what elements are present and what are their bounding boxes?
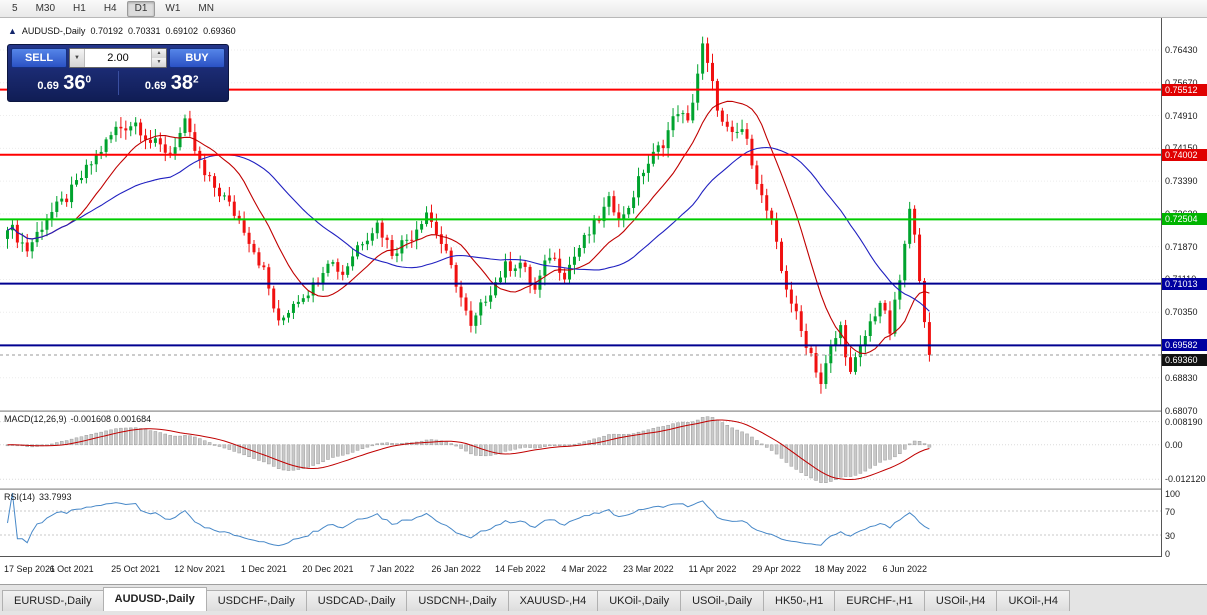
macd-axis-label: 0.00 [1165, 439, 1183, 450]
chart-tab-usdcnh-daily[interactable]: USDCNH-,Daily [406, 590, 509, 611]
price-level-tag: 0.72504 [1162, 213, 1207, 226]
rsi-pane-canvas[interactable] [0, 490, 1162, 556]
timeframe-button-5[interactable]: 5 [12, 2, 18, 14]
buy-price-pips: 38 [170, 71, 194, 94]
price-level-tag: 0.74002 [1162, 148, 1207, 161]
date-axis-label: 29 Apr 2022 [752, 564, 801, 574]
chart-ohlc-header: ▲ AUDUSD-,Daily 0.70192 0.70331 0.69102 … [8, 26, 236, 36]
chart-tab-ukoil-daily[interactable]: UKOil-,Daily [597, 590, 682, 611]
date-axis-label: 1 Dec 2021 [240, 564, 287, 574]
one-click-collapse-icon[interactable]: ▲ [8, 26, 17, 36]
pane-separator-macd[interactable] [0, 410, 1207, 412]
price-divider [117, 71, 119, 95]
volume-input[interactable] [85, 49, 151, 67]
buy-price-point: 2 [193, 74, 199, 86]
ohlc-low: 0.69102 [165, 26, 199, 36]
rsi-indicator-label: RSI(14) 33.7993 [4, 492, 76, 502]
date-axis-label: 23 Mar 2022 [623, 564, 674, 574]
volume-steppers: ▲ ▼ [151, 49, 166, 67]
price-axis-label: 0.73390 [1165, 176, 1198, 187]
volume-dropdown-icon[interactable]: ▼ [70, 49, 85, 67]
macd-axis-label: -0.012120 [1165, 474, 1206, 485]
chart-tabs-bar: EURUSD-,Daily AUDUSD-,Daily USDCHF-,Daily U… [0, 584, 1207, 615]
price-axis-border [1161, 18, 1162, 556]
volume-step-up-icon[interactable]: ▲ [152, 49, 166, 58]
timeframe-button-mn[interactable]: MN [198, 2, 214, 14]
pane-separator-rsi[interactable] [0, 488, 1207, 490]
chart-tab-eurchf-h1[interactable]: EURCHF-,H1 [834, 590, 925, 611]
macd-pane-canvas[interactable] [0, 412, 1162, 488]
macd-axis-label: 0.008190 [1165, 416, 1203, 427]
price-axis-label: 0.68830 [1165, 372, 1198, 383]
price-axis-label: 0.74150 [1165, 143, 1198, 153]
date-axis-label: 14 Feb 2022 [494, 564, 546, 574]
date-axis-label: 18 May 2022 [814, 564, 867, 574]
price-axis-label: 0.75670 [1165, 78, 1198, 88]
one-click-trading-panel: SELL ▼ ▲ ▼ BUY 0.69 360 0.69 382 [7, 44, 229, 102]
chart-window: 0.764300.756700.749100.741500.733900.726… [0, 18, 1207, 584]
date-axis-label: 11 Apr 2022 [688, 564, 737, 574]
sell-price-base: 0.69 [37, 79, 59, 92]
price-axis-label: 0.76430 [1165, 45, 1198, 55]
price-level-tag: 0.69582 [1162, 339, 1207, 352]
chart-tab-audusd-daily[interactable]: AUDUSD-,Daily [102, 587, 207, 611]
date-axis-label: 6 Jun 2022 [882, 564, 928, 574]
price-axis-label: 0.71870 [1165, 241, 1198, 252]
date-axis-label: 12 Nov 2021 [174, 564, 226, 574]
time-axis-border [0, 556, 1162, 557]
timeframe-button-d1[interactable]: D1 [126, 0, 156, 17]
chart-tab-usdchf-daily[interactable]: USDCHF-,Daily [205, 590, 307, 611]
sell-price-pips: 36 [63, 71, 86, 94]
date-axis-label: 26 Jan 2022 [431, 564, 481, 574]
price-axis-label: 0.68070 [1165, 405, 1198, 416]
date-axis-label: 7 Jan 2022 [369, 564, 415, 574]
timeframe-button-h1[interactable]: H1 [73, 2, 86, 14]
price-level-tag: 0.71013 [1162, 277, 1207, 290]
chart-tab-usoil-daily[interactable]: USOil-,Daily [680, 590, 764, 611]
date-axis-label: 4 Mar 2022 [561, 564, 608, 574]
rsi-axis-label: 70 [1165, 507, 1176, 517]
buy-price-base: 0.69 [144, 79, 167, 92]
rsi-value: 33.7993 [39, 492, 72, 502]
macd-values: -0.001608 0.001684 [70, 414, 152, 424]
price-axis[interactable]: 0.764300.756700.749100.741500.733900.726… [1162, 18, 1207, 559]
rsi-name: RSI(14) [4, 492, 36, 502]
timeframe-button-m30[interactable]: M30 [35, 2, 56, 14]
date-axis-label: 25 Oct 2021 [111, 564, 161, 574]
date-axis-label: 6 Oct 2021 [49, 564, 94, 574]
current-price-tag: 0.69360 [1162, 353, 1207, 366]
chart-tab-usdcad-daily[interactable]: USDCAD-,Daily [305, 590, 408, 611]
chart-tab-usoil-h4[interactable]: USOil-,H4 [923, 590, 998, 611]
macd-indicator-label: MACD(12,26,9) -0.001608 0.001684 [4, 414, 155, 424]
price-chart-canvas[interactable] [0, 18, 1162, 410]
timeframe-button-w1[interactable]: W1 [165, 2, 181, 14]
ohlc-open: 0.70192 [90, 26, 123, 36]
buy-price-display[interactable]: 0.69 382 [119, 72, 226, 95]
macd-name: MACD(12,26,9) [4, 414, 67, 424]
price-axis-label: 0.70350 [1165, 307, 1198, 318]
chart-tab-xauusd-h4[interactable]: XAUUSD-,H4 [507, 590, 599, 611]
date-axis-label: 20 Dec 2021 [302, 564, 354, 574]
rsi-axis-label: 100 [1165, 489, 1181, 499]
date-axis-label: 17 Sep 2021 [4, 564, 56, 574]
timeframe-button-h4[interactable]: H4 [103, 2, 117, 14]
timeframe-toolbar: 5 M30 H1 H4 D1 W1 MN [0, 0, 1207, 18]
sell-price-point: 0 [85, 74, 92, 86]
sell-button[interactable]: SELL [11, 48, 67, 68]
chart-tab-ukoil-h4[interactable]: UKOil-,H4 [996, 590, 1070, 611]
rsi-axis-label: 0 [1165, 549, 1171, 559]
chart-tab-eurusd-daily[interactable]: EURUSD-,Daily [2, 590, 104, 611]
ohlc-close: 0.69360 [203, 26, 236, 36]
volume-step-down-icon[interactable]: ▼ [152, 58, 166, 67]
rsi-axis-label: 30 [1165, 531, 1176, 541]
chart-tab-hk50-h1[interactable]: HK50-,H1 [763, 590, 836, 611]
time-axis[interactable]: 17 Sep 2021 6 Oct 2021 25 Oct 2021 12 Nov 2… [0, 557, 1162, 584]
buy-button[interactable]: BUY [169, 48, 225, 68]
volume-control: ▼ ▲ ▼ [69, 48, 167, 68]
ohlc-high: 0.70331 [127, 26, 161, 36]
sell-price-display[interactable]: 0.69 360 [11, 72, 118, 95]
price-level-tag: 0.75512 [1162, 83, 1207, 96]
price-axis-label: 0.74910 [1165, 110, 1198, 121]
chart-symbol-title: AUDUSD-,Daily [21, 26, 86, 36]
